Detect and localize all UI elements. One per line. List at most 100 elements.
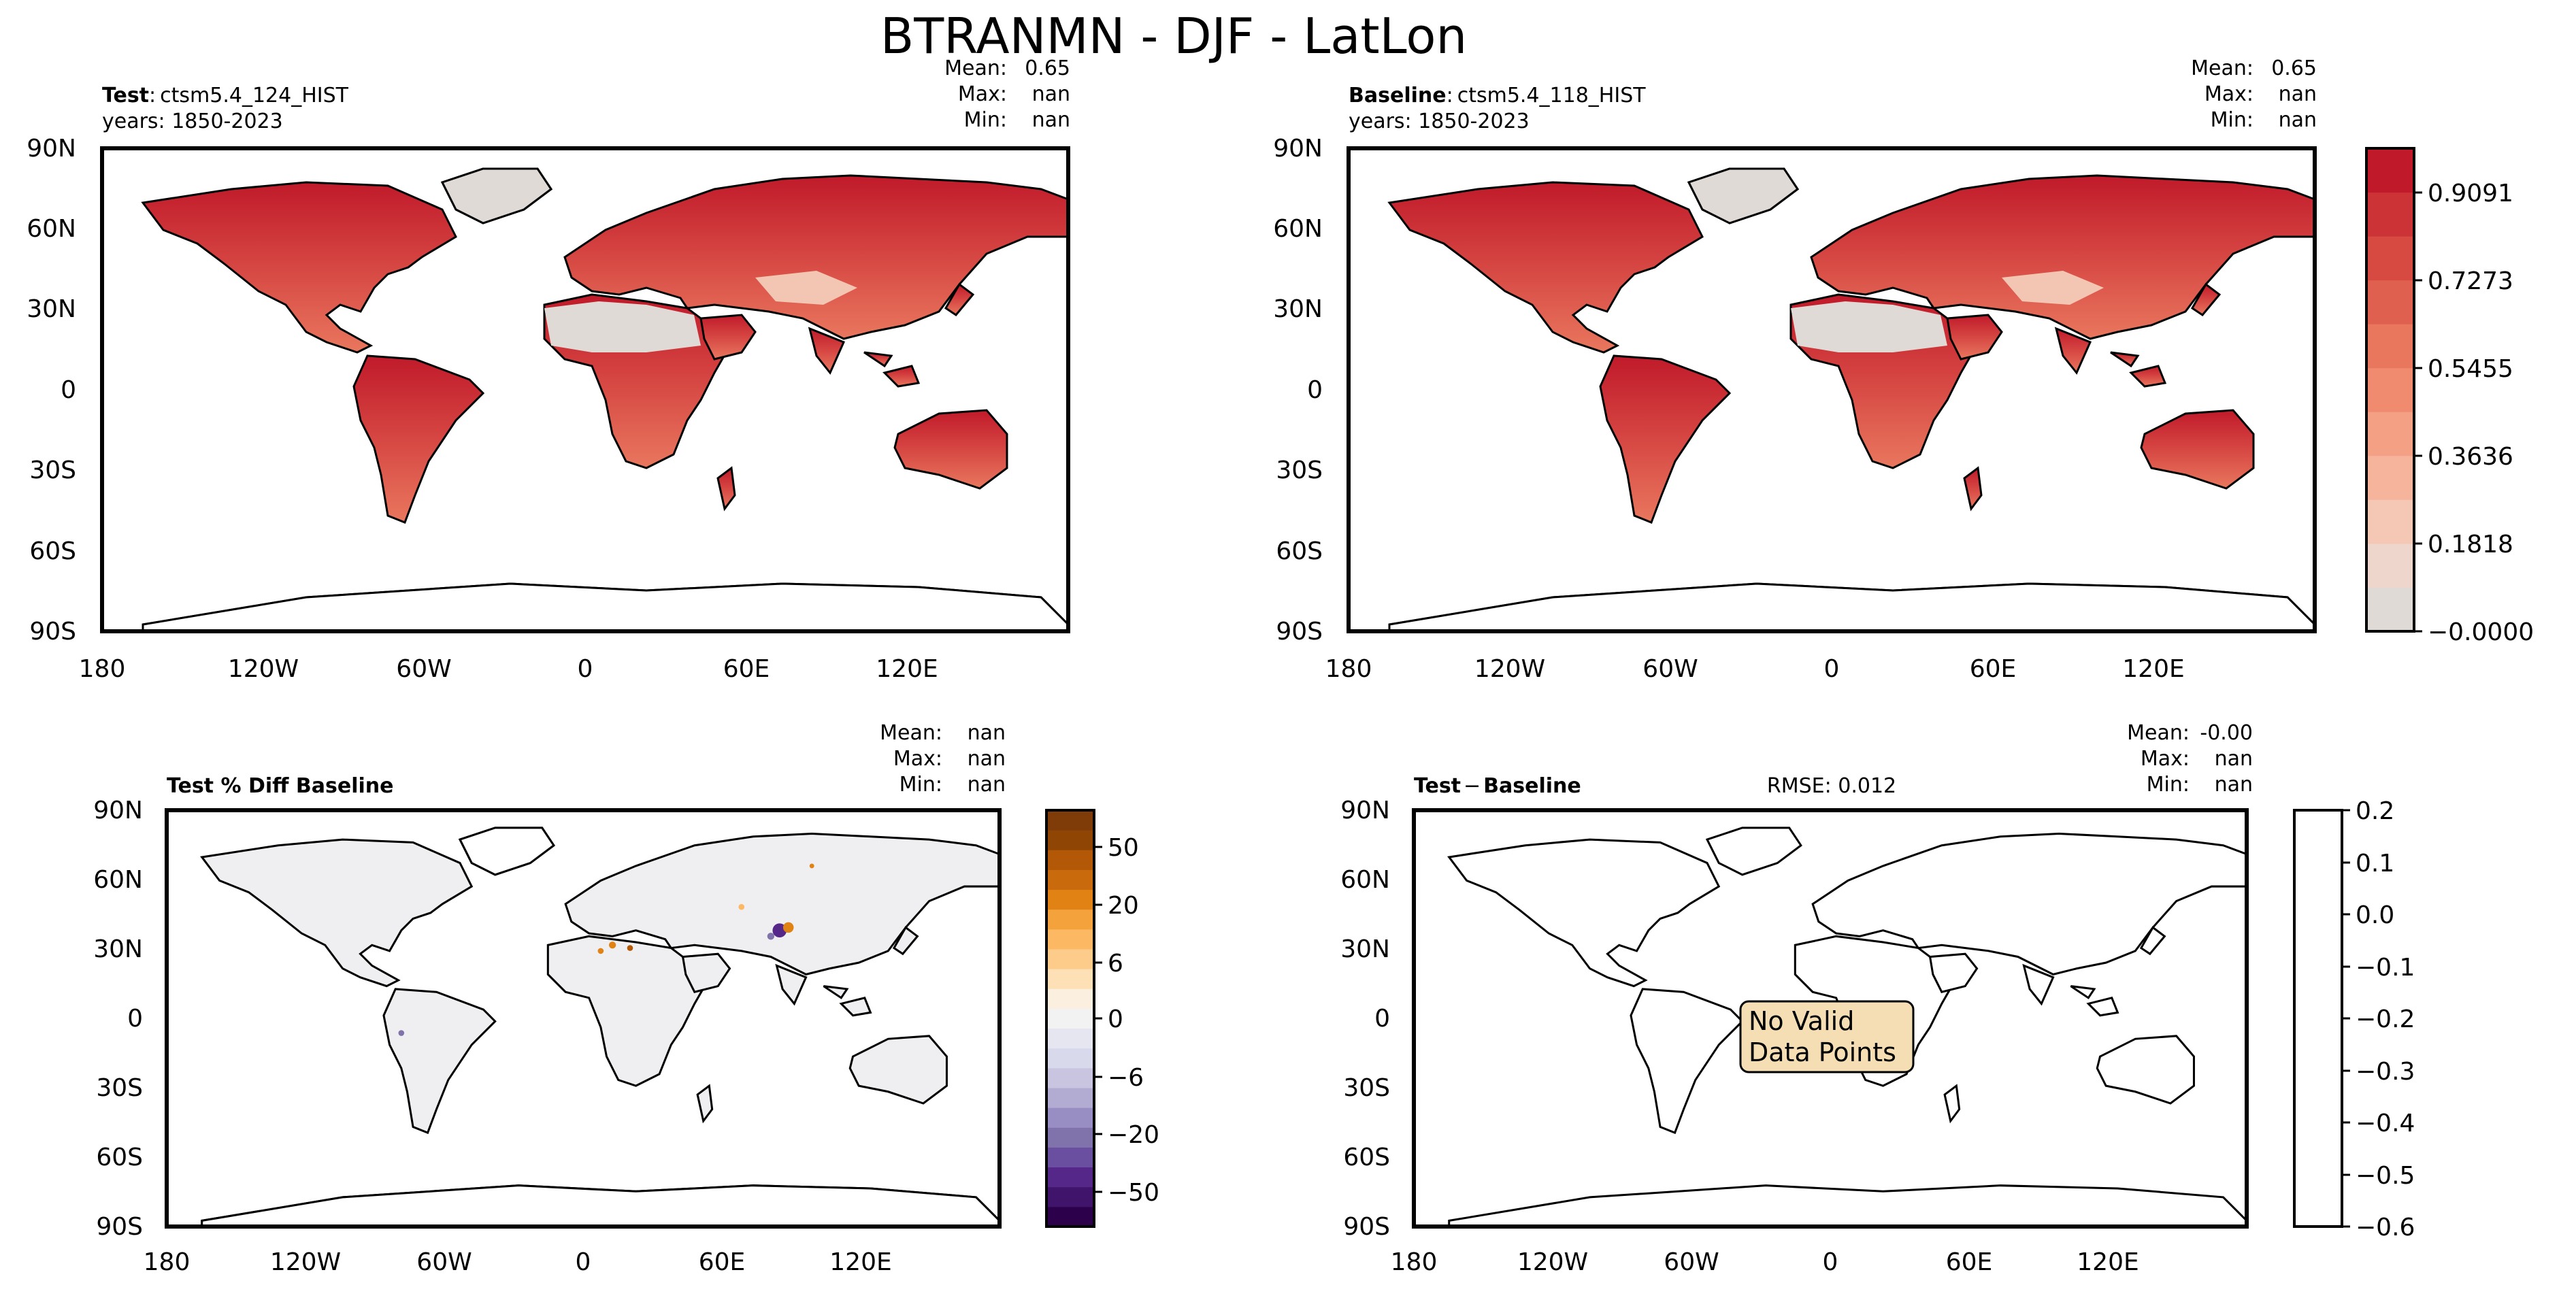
colorbar-tick-label: 0.2 — [2356, 797, 2394, 825]
colorbar-frame — [2365, 147, 2415, 633]
lat-tick-label: 30N — [93, 935, 143, 963]
colorbar-segment — [2366, 280, 2414, 324]
panel-baseline: Baseline: ctsm5.4_118_HIST years: 1850-20… — [1273, 56, 2317, 683]
lat-tick-label: 30N — [1273, 295, 1323, 323]
colorbar-segment — [1046, 1206, 1094, 1227]
stat-mean-value: -0.00 — [2200, 721, 2253, 745]
stat-mean-label: Mean: — [944, 56, 1007, 80]
map-diff — [1411, 807, 2249, 1229]
colorbar-segment — [2366, 455, 2414, 500]
lon-tick-label: 60E — [699, 1248, 746, 1276]
stat-min-value: nan — [2215, 773, 2253, 797]
diff-speckles — [398, 863, 814, 1036]
lat-tick-label: 90S — [96, 1213, 143, 1241]
colorbar-tick-label: −0.4 — [2356, 1110, 2415, 1137]
desert-central-asia — [755, 271, 857, 305]
lat-tick-label: 60N — [1340, 866, 1390, 894]
panel-title: Test % Diff Baseline — [167, 774, 394, 798]
colorbar-tick-label: −0.2 — [2356, 1005, 2415, 1033]
lat-tick-label: 60S — [1343, 1144, 1390, 1171]
lon-tick-label: 0 — [578, 655, 593, 683]
lon-tick-label: 60E — [723, 655, 770, 683]
lat-tick-label: 90N — [93, 797, 143, 824]
stat-max-label: Max: — [2141, 747, 2190, 771]
stat-max-value: nan — [2215, 747, 2253, 771]
colorbar-segment — [1046, 1147, 1094, 1168]
panel-pctdiff: Test % Diff Baseline Mean: nan Max: nan … — [93, 721, 1006, 1276]
lat-tick-label: 60N — [27, 215, 76, 243]
colorbar-segment — [2366, 587, 2414, 632]
stat-max-value: nan — [2279, 82, 2317, 106]
lat-tick-label: 90S — [29, 618, 76, 646]
colorbar-segment — [1046, 1107, 1094, 1128]
colorbar-tick-label: −50 — [1108, 1179, 1159, 1207]
greenland-bare — [1687, 167, 1800, 224]
panel-years: years: 1850-2023 — [102, 110, 283, 133]
lat-tick-label: 60S — [1276, 537, 1323, 565]
stat-min-value: nan — [2279, 108, 2317, 132]
stat-max-label: Max: — [893, 747, 942, 771]
no-data-line-1: No Valid — [1749, 1006, 1854, 1036]
map-test — [100, 146, 1070, 633]
colorbar-frame — [2293, 809, 2343, 1228]
colorbar-segment — [2366, 367, 2414, 412]
stat-mean-value: 0.65 — [2271, 56, 2317, 80]
stat-min-label: Min: — [2147, 773, 2190, 797]
colorbar-tick-label: −0.5 — [2356, 1162, 2415, 1190]
stat-max-value: nan — [968, 747, 1006, 771]
colorbar-segment — [2366, 499, 2414, 544]
panel-test: Test: ctsm5.4_124_HIST years: 1850-2023 M… — [27, 56, 1070, 683]
map-frame — [1347, 146, 2317, 633]
colorbar-segment — [1046, 988, 1094, 1009]
lon-tick-label: 60E — [1946, 1248, 1993, 1276]
stat-max-label: Max: — [958, 82, 1007, 106]
rmse-label: RMSE: 0.012 — [1767, 774, 1896, 798]
map-pctdiff — [164, 807, 1002, 1229]
colorbar-segment — [1046, 830, 1094, 850]
colorbar-tick-label: 0.5455 — [2428, 355, 2513, 383]
colorbar-main: 0.9091 0.7273 0.5455 0.3636 0.1818 −0.00… — [2365, 147, 2534, 646]
colorbar-segments — [2366, 148, 2414, 632]
map-frame — [1411, 807, 2249, 1229]
panel-diff: Test − Baseline RMSE: 0.012 Mean: -0.00 Ma… — [1340, 721, 2253, 1276]
lon-tick-label: 60E — [1970, 655, 2017, 683]
colorbar-tick-label: −0.1 — [2356, 954, 2415, 982]
colorbar-tick-label: 0 — [1108, 1005, 1123, 1033]
colorbar-tick-label: −0.0000 — [2428, 618, 2534, 646]
stat-mean-label: Mean: — [2191, 56, 2253, 80]
lat-tick-label: 90N — [27, 135, 76, 163]
lat-tick-label: 90S — [1276, 618, 1323, 646]
greenland-bare — [440, 167, 553, 224]
lon-tick-label: 60W — [1664, 1248, 1719, 1276]
colorbar-segment — [1046, 969, 1094, 989]
lat-tick-label: 60S — [96, 1144, 143, 1171]
stat-min-label: Min: — [899, 773, 942, 797]
antarctica-bare — [1388, 582, 2316, 633]
no-data-line-2: Data Points — [1749, 1037, 1896, 1067]
colorbar-segment — [2366, 412, 2414, 456]
lat-tick-label: 0 — [127, 1005, 143, 1033]
lon-tick-label: 120W — [1517, 1248, 1588, 1276]
lat-tick-label: 30N — [27, 295, 76, 323]
colorbar-diff: 0.2 0.1 0.0 −0.1 −0.2 −0.3 −0.4 −0.5 −0.… — [2293, 797, 2415, 1241]
lat-axis-diff: 90N 60N 30N 0 30S 60S 90S — [1340, 797, 1390, 1241]
lon-tick-label: 120E — [876, 655, 938, 683]
stat-mean-value: nan — [968, 721, 1006, 745]
lat-tick-label: 0 — [1374, 1005, 1390, 1033]
colorbar-tick-label: −6 — [1108, 1064, 1144, 1092]
colorbar-segment — [1046, 909, 1094, 930]
colorbar-ticks: 50 20 6 0 −6 −20 −50 — [1094, 834, 1159, 1207]
colorbar-segment — [1046, 869, 1094, 890]
colorbar-segment — [1046, 949, 1094, 969]
lat-tick-label: 90S — [1343, 1213, 1390, 1241]
colorbar-tick-label: 0.0 — [2356, 901, 2394, 929]
antarctica-bare — [142, 582, 1070, 633]
colorbar-tick-label: 0.7273 — [2428, 267, 2513, 295]
lon-tick-label: 120E — [2122, 655, 2184, 683]
colorbar-segment — [1046, 1028, 1094, 1049]
colorbar-tick-label: 20 — [1108, 892, 1139, 920]
land-masses — [201, 827, 1001, 1228]
lat-tick-label: 0 — [61, 376, 76, 404]
stat-min-value: nan — [968, 773, 1006, 797]
